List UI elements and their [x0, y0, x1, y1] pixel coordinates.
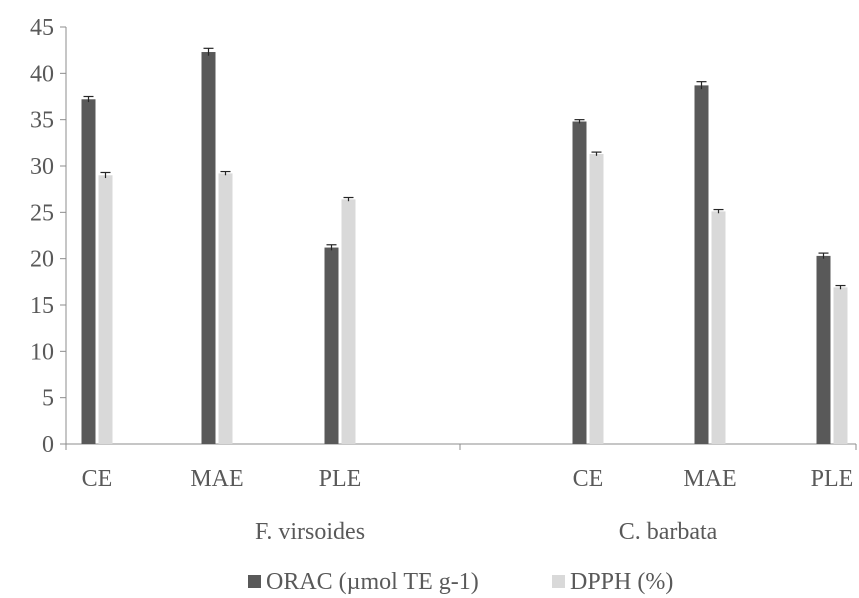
bar-orac — [81, 99, 96, 444]
bar-orac — [201, 52, 216, 445]
y-tick-label: 10 — [30, 339, 54, 365]
bar-dpph — [341, 199, 356, 444]
y-tick-label: 20 — [30, 247, 54, 273]
bar-dpph — [711, 211, 726, 444]
category-labels: CE MAE PLE CE MAE PLE — [82, 466, 854, 492]
bar-orac — [816, 255, 831, 444]
bars — [81, 47, 848, 445]
y-tick-label: 5 — [42, 386, 54, 412]
y-tick-label: 30 — [30, 154, 54, 180]
group-labels: F. virsoides C. barbata — [255, 519, 718, 545]
bar-dpph — [98, 175, 113, 444]
category-label: MAE — [190, 466, 243, 492]
group-label: C. barbata — [619, 519, 718, 545]
y-tick-label: 0 — [42, 432, 54, 458]
bar-dpph — [833, 287, 848, 444]
x-axis — [65, 443, 857, 450]
category-label: MAE — [683, 466, 736, 492]
category-label: CE — [573, 466, 604, 492]
legend-label: ORAC (µmol TE g-1) — [266, 569, 479, 595]
y-tick-label: 45 — [30, 15, 54, 41]
legend-swatch — [248, 575, 261, 588]
y-axis: 0 5 10 15 20 25 30 35 40 45 — [30, 15, 67, 458]
legend: ORAC (µmol TE g-1) DPPH (%) — [248, 569, 673, 595]
y-tick-label: 35 — [30, 108, 54, 134]
bar-dpph — [218, 173, 233, 444]
legend-swatch — [552, 575, 565, 588]
group-label: F. virsoides — [255, 519, 365, 545]
bar-orac — [694, 85, 709, 444]
category-label: PLE — [319, 466, 362, 492]
y-tick-label: 25 — [30, 200, 54, 226]
bar-orac — [324, 247, 339, 444]
y-tick-label: 15 — [30, 293, 54, 319]
legend-label: DPPH (%) — [570, 569, 673, 595]
bar-dpph — [589, 153, 604, 444]
y-tick-label: 40 — [30, 61, 54, 87]
category-label: PLE — [811, 466, 854, 492]
bar-orac — [572, 121, 587, 445]
category-label: CE — [82, 466, 113, 492]
